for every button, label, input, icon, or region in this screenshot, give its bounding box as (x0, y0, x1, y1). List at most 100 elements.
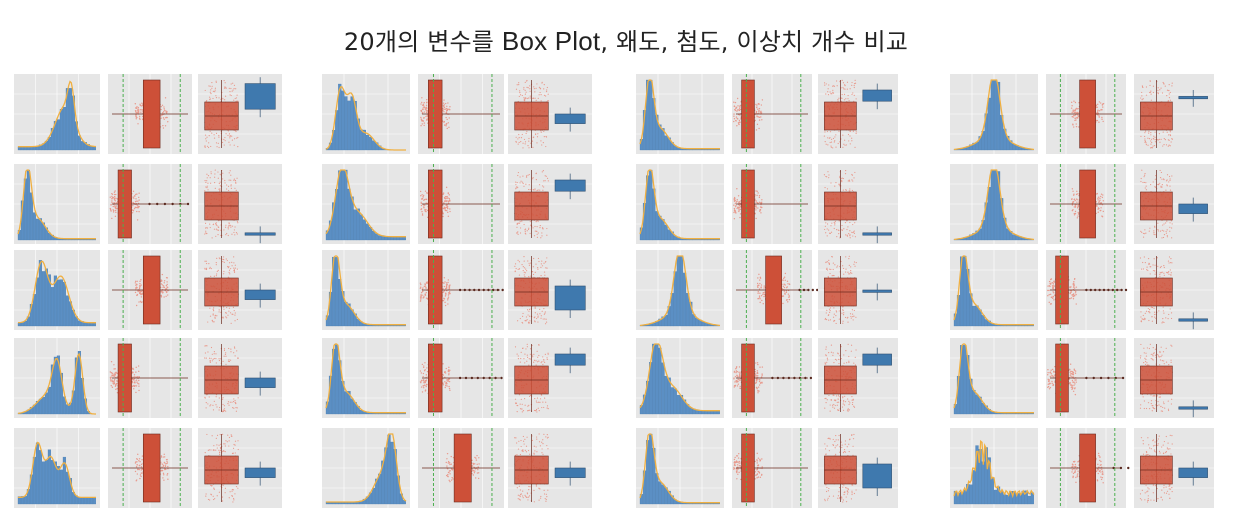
swarm-point (421, 214, 424, 216)
title-part-1: 20개의 변수를 (343, 28, 502, 56)
swarm-point (519, 227, 522, 229)
swarm-point (136, 381, 138, 383)
hist-bar (661, 316, 665, 327)
hist-bar (676, 255, 680, 327)
swarm-point (134, 291, 137, 294)
swarm-point (734, 101, 737, 104)
swarm-point (212, 321, 214, 323)
outlier-point (496, 288, 500, 292)
hbox-subplot (732, 164, 812, 244)
hist-bar (59, 109, 63, 151)
swarm-point (517, 498, 519, 500)
swarm-point (536, 313, 539, 315)
hist-bar (35, 277, 39, 327)
swarm-point (543, 84, 545, 86)
swarm-point (447, 303, 449, 305)
swarm-point (163, 106, 165, 108)
swarm-point (224, 410, 227, 412)
swarm-point (538, 441, 541, 443)
swarm-point (541, 227, 544, 229)
swarm-point (163, 286, 166, 289)
swarm-point (113, 380, 115, 382)
outlier-point (798, 288, 801, 292)
swarm-point (546, 177, 549, 179)
swarm-point (422, 194, 425, 197)
swarm-point (519, 495, 521, 498)
swarm-point (224, 451, 226, 453)
hist-bar (68, 478, 72, 505)
hist-bar (44, 268, 48, 327)
vbox-subplot (508, 250, 592, 330)
swarm-point (139, 285, 141, 288)
swarm-point (846, 81, 849, 83)
swarm-point (733, 120, 735, 123)
hist-bar (365, 223, 370, 241)
swarm-point (833, 227, 835, 230)
hist-bar (661, 128, 665, 151)
swarm-point (236, 268, 238, 270)
swarm-point (422, 196, 424, 198)
swarm-point (755, 103, 757, 106)
swarm-point (212, 223, 215, 225)
swarm-point (227, 314, 229, 316)
swarm-point (844, 88, 846, 90)
swarm-point (219, 188, 221, 190)
swarm-point (164, 465, 167, 468)
swarm-point (545, 261, 547, 263)
swarm-point (738, 208, 740, 210)
hist-bar (44, 392, 48, 415)
hist-subplot (14, 428, 100, 508)
swarm-point (425, 385, 427, 388)
swarm-point (529, 220, 531, 223)
swarm-point (228, 497, 230, 499)
swarm-point (445, 384, 447, 387)
swarm-point (756, 106, 758, 109)
swarm-point (422, 372, 425, 375)
swarm-point (449, 389, 451, 392)
swarm-point (738, 209, 740, 211)
swarm-point (446, 378, 448, 381)
swarm-point (141, 102, 143, 104)
swarm-point (534, 397, 536, 400)
swarm-point (837, 142, 839, 145)
swarm-point (543, 308, 545, 310)
swarm-point (831, 222, 833, 224)
swarm-point (448, 126, 450, 129)
swarm-point (236, 407, 238, 409)
swarm-point (532, 136, 534, 139)
swarm-point (420, 386, 423, 388)
swarm-point (448, 380, 451, 383)
swarm-point (140, 469, 142, 471)
swarm-point (224, 353, 227, 356)
swarm-point (546, 257, 548, 259)
swarm-point (445, 112, 447, 114)
swarm-point (133, 197, 135, 199)
swarm-point (738, 210, 740, 213)
swarm-point (519, 493, 522, 496)
swarm-point (227, 401, 230, 403)
outlier-point (458, 376, 462, 380)
swarm-point (420, 294, 422, 296)
swarm-point (787, 293, 790, 295)
swarm-point (426, 107, 428, 110)
swarm-point (205, 495, 207, 497)
swarm-point (534, 97, 536, 99)
swarm-point (521, 263, 523, 266)
swarm-point (448, 291, 451, 293)
swarm-point (205, 230, 207, 232)
swarm-point (523, 260, 525, 262)
swarm-point (447, 102, 449, 104)
swarm-point (445, 109, 448, 112)
swarm-point (525, 183, 527, 185)
swarm-point (448, 378, 450, 380)
swarm-point (517, 171, 519, 174)
swarm-point (536, 230, 538, 232)
swarm-point (228, 307, 231, 309)
box-body (765, 255, 782, 325)
swarm-point (546, 358, 548, 361)
swarm-point (847, 180, 849, 182)
swarm-point (233, 499, 235, 501)
swarm-point (515, 140, 517, 143)
swarm-point (529, 232, 531, 235)
swarm-point (522, 449, 524, 451)
